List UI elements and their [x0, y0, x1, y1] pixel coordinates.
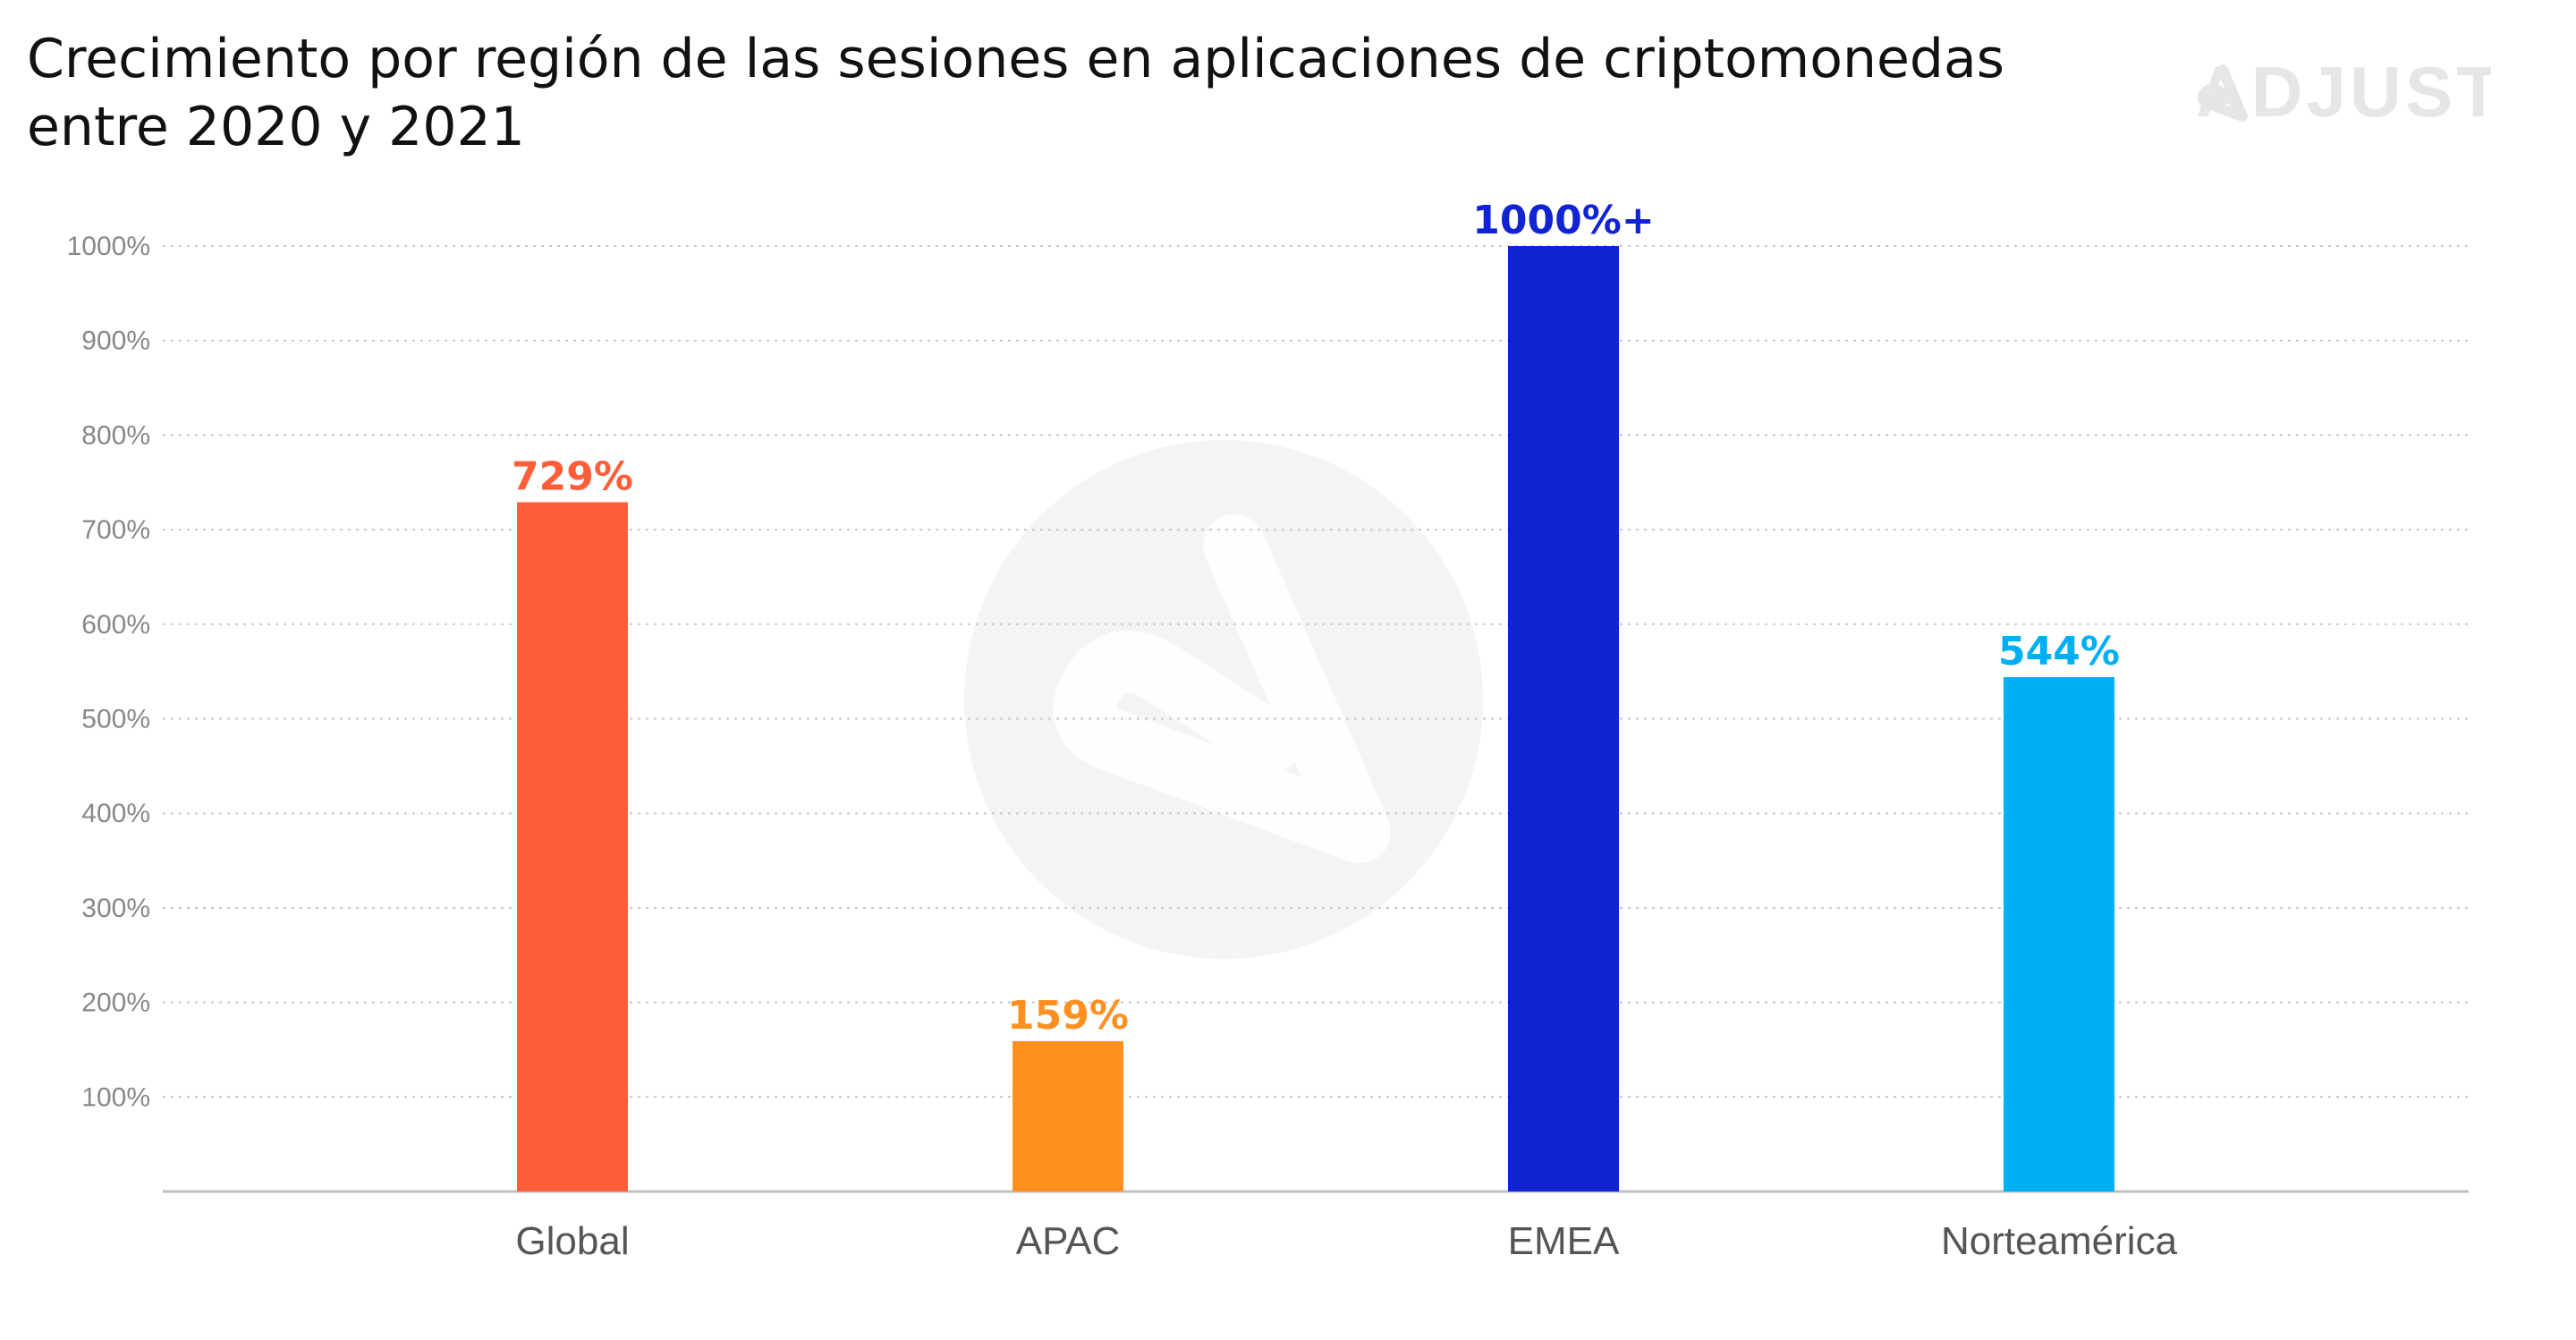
chart-gridlines	[163, 245, 2469, 1098]
adjust-logo-icon	[2197, 64, 2248, 122]
bar-data-label: 729%	[512, 454, 633, 499]
chart-title: Crecimiento por región de las sesiones e…	[27, 25, 2084, 161]
x-category-label: Global	[515, 1219, 629, 1263]
y-axis-ticks: 100% 200% 300% 400% 500% 600% 700% 800% 900% 1000…	[67, 232, 150, 1112]
y-tick-label: 900%	[81, 327, 150, 356]
x-category-label: Norteamérica	[1941, 1219, 2178, 1263]
bar-data-labels: 729% 159% 1000%+ 544%	[512, 198, 2120, 1039]
bar-data-label: 544%	[1998, 629, 2120, 674]
bar	[2004, 676, 2114, 1192]
chart-bars	[517, 246, 2114, 1192]
y-tick-label: 200%	[81, 988, 150, 1018]
chart-title-line-1: Crecimiento por región de las sesiones e…	[27, 28, 2005, 90]
y-tick-label: 400%	[81, 799, 150, 828]
y-tick-label: 700%	[81, 515, 150, 545]
bar-data-label: 159%	[1007, 993, 1129, 1039]
adjust-logo: ADJUST	[2196, 52, 2491, 131]
bar	[1013, 1040, 1123, 1192]
y-tick-label: 300%	[81, 894, 150, 923]
x-category-label: APAC	[1016, 1219, 1121, 1263]
bar-data-label: 1000%+	[1472, 198, 1654, 243]
adjust-watermark-icon	[964, 440, 1483, 959]
bar	[1508, 246, 1619, 1192]
y-tick-label: 800%	[81, 420, 150, 450]
chart-title-line-2: entre 2020 y 2021	[27, 96, 525, 158]
bar	[517, 502, 628, 1192]
y-tick-label: 500%	[81, 705, 150, 734]
y-tick-label: 100%	[81, 1082, 150, 1112]
y-tick-label: 600%	[81, 610, 150, 640]
x-category-label: EMEA	[1508, 1219, 1620, 1263]
x-axis-categories: Global APAC EMEA Norteamérica	[515, 1219, 2177, 1263]
y-tick-label: 1000%	[67, 232, 150, 261]
